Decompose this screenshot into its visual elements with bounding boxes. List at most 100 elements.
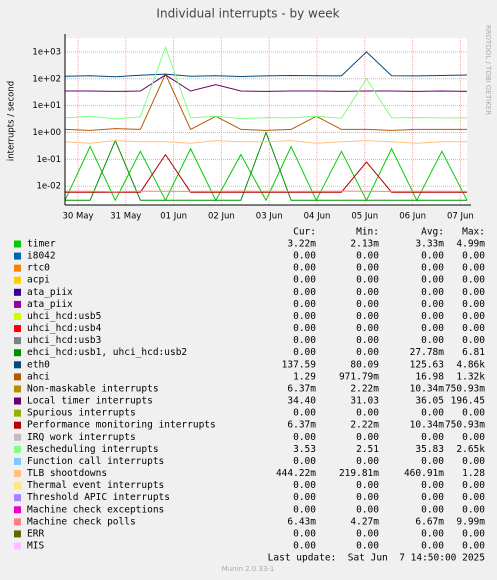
legend-stat: 0.00 — [293, 335, 316, 346]
legend-stat: 0.00 — [293, 275, 316, 286]
series-line — [65, 190, 468, 193]
legend-swatch — [14, 312, 21, 320]
y-tick-label: 1e+03 — [32, 47, 61, 57]
y-axis-label: interrupts / second — [7, 81, 17, 161]
legend-stat: 36.05 — [415, 396, 444, 407]
x-tick-label: 01 Jun — [160, 212, 187, 222]
series-line — [64, 140, 467, 144]
stats-header: Cur: — [293, 227, 316, 238]
x-tick-label: 07 Jun — [447, 212, 474, 222]
legend-swatch — [14, 421, 21, 429]
y-tick-label: 1e-02 — [36, 182, 61, 192]
legend-stat: 10.34m — [410, 420, 445, 431]
legend-stat: 0.00 — [462, 492, 485, 503]
legend-stat: 6.81 — [462, 347, 485, 358]
legend-swatch — [14, 506, 21, 514]
legend-stat: 0.00 — [462, 311, 485, 322]
legend-label: timer — [27, 239, 56, 250]
legend-swatch — [14, 542, 21, 550]
legend-stat: 0.00 — [421, 541, 444, 552]
series-line — [64, 145, 468, 202]
legend-label: Threshold APIC interrupts — [27, 492, 170, 503]
legend-stat: 0.00 — [293, 528, 316, 539]
legend-swatch — [14, 530, 21, 538]
series-line — [64, 72, 467, 131]
legend-stat: 0.00 — [462, 541, 485, 552]
legend-swatch — [14, 457, 21, 465]
y-tick-label: 1e-01 — [36, 155, 61, 165]
legend-swatch — [14, 288, 21, 296]
legend-stat: 2.22m — [350, 420, 379, 431]
legend-label: Local timer interrupts — [27, 396, 153, 407]
legend-label: Non-maskable interrupts — [27, 383, 159, 394]
legend-stat: 0.00 — [293, 299, 316, 310]
legend-stat: 0.00 — [356, 263, 379, 274]
legend-label: IRQ work interrupts — [27, 432, 136, 443]
last-update: Last update: Sat Jun 7 14:50:00 2025 — [268, 553, 485, 564]
legend-stat: 31.03 — [350, 396, 379, 407]
legend-stat: 0.00 — [356, 456, 379, 467]
legend-stat: 0.00 — [421, 299, 444, 310]
legend-stat: 0.00 — [462, 480, 485, 491]
series-line — [64, 45, 467, 120]
legend-stat: 0.00 — [462, 456, 485, 467]
legend-stat: 0.00 — [462, 528, 485, 539]
legend-stat: 0.00 — [421, 287, 444, 298]
legend-stat: 0.00 — [356, 251, 379, 262]
legend-swatch — [14, 470, 21, 478]
legend-stat: 0.00 — [462, 504, 485, 515]
legend-stat: 0.00 — [293, 541, 316, 552]
legend-stat: 0.00 — [421, 456, 444, 467]
legend-label: TLB shootdowns — [27, 468, 107, 479]
legend-swatch — [14, 494, 21, 502]
legend-label: Thermal event interrupts — [27, 480, 164, 491]
legend-label: Machine check polls — [27, 516, 136, 527]
legend-label: ahci — [27, 371, 50, 382]
legend-swatch — [14, 276, 21, 284]
legend-stat: 125.63 — [410, 359, 444, 370]
legend-stat: 2.51 — [356, 444, 379, 455]
x-tick-label: 04 Jun — [304, 212, 331, 222]
legend-swatch — [14, 397, 21, 405]
legend-stat: 0.00 — [293, 432, 316, 443]
stats-header: Max: — [462, 227, 485, 238]
legend-stat: 0.00 — [421, 335, 444, 346]
plot-area — [65, 38, 467, 205]
series-line — [65, 131, 467, 201]
legend-swatch — [14, 337, 21, 345]
legend-stat: 460.91m — [404, 468, 444, 479]
legend-stat: 0.00 — [462, 335, 485, 346]
legend-swatch — [14, 518, 21, 526]
legend-stat: 0.00 — [462, 432, 485, 443]
legend-stat: 0.00 — [293, 323, 316, 334]
legend-stat: 0.00 — [421, 311, 444, 322]
legend-stat: 444.22m — [276, 468, 316, 479]
legend-stat: 0.00 — [293, 287, 316, 298]
legend-stat: 1.28 — [462, 468, 485, 479]
legend-stat: 4.86k — [456, 359, 485, 370]
legend-stat: 0.00 — [293, 456, 316, 467]
legend-stat: 10.34m — [410, 383, 445, 394]
legend-stat: 2.22m — [350, 383, 379, 394]
legend-swatch — [14, 433, 21, 441]
legend-swatch — [14, 349, 21, 357]
legend-stat: 0.00 — [462, 408, 485, 419]
legend-label: uhci_hcd:usb4 — [27, 323, 102, 334]
legend-stat: 2.65k — [456, 444, 485, 455]
legend-swatch — [14, 361, 21, 369]
legend-stat: 34.40 — [287, 396, 316, 407]
legend-stat: 1.32k — [456, 371, 485, 382]
legend-stat: 0.00 — [293, 492, 316, 503]
stats-header: Avg: — [421, 227, 444, 238]
stats-header: Min: — [356, 227, 379, 238]
legend-stat: 0.00 — [356, 275, 379, 286]
legend-stat: 0.00 — [356, 299, 379, 310]
x-tick-label: 06 Jun — [399, 212, 426, 222]
legend-stat: 0.00 — [462, 263, 485, 274]
legend-stat: 35.83 — [415, 444, 444, 455]
legend-swatch — [14, 373, 21, 381]
legend-label: eth0 — [27, 359, 50, 370]
legend-stat: 0.00 — [293, 251, 316, 262]
legend-stat: 0.00 — [356, 432, 379, 443]
series-line — [64, 51, 468, 78]
